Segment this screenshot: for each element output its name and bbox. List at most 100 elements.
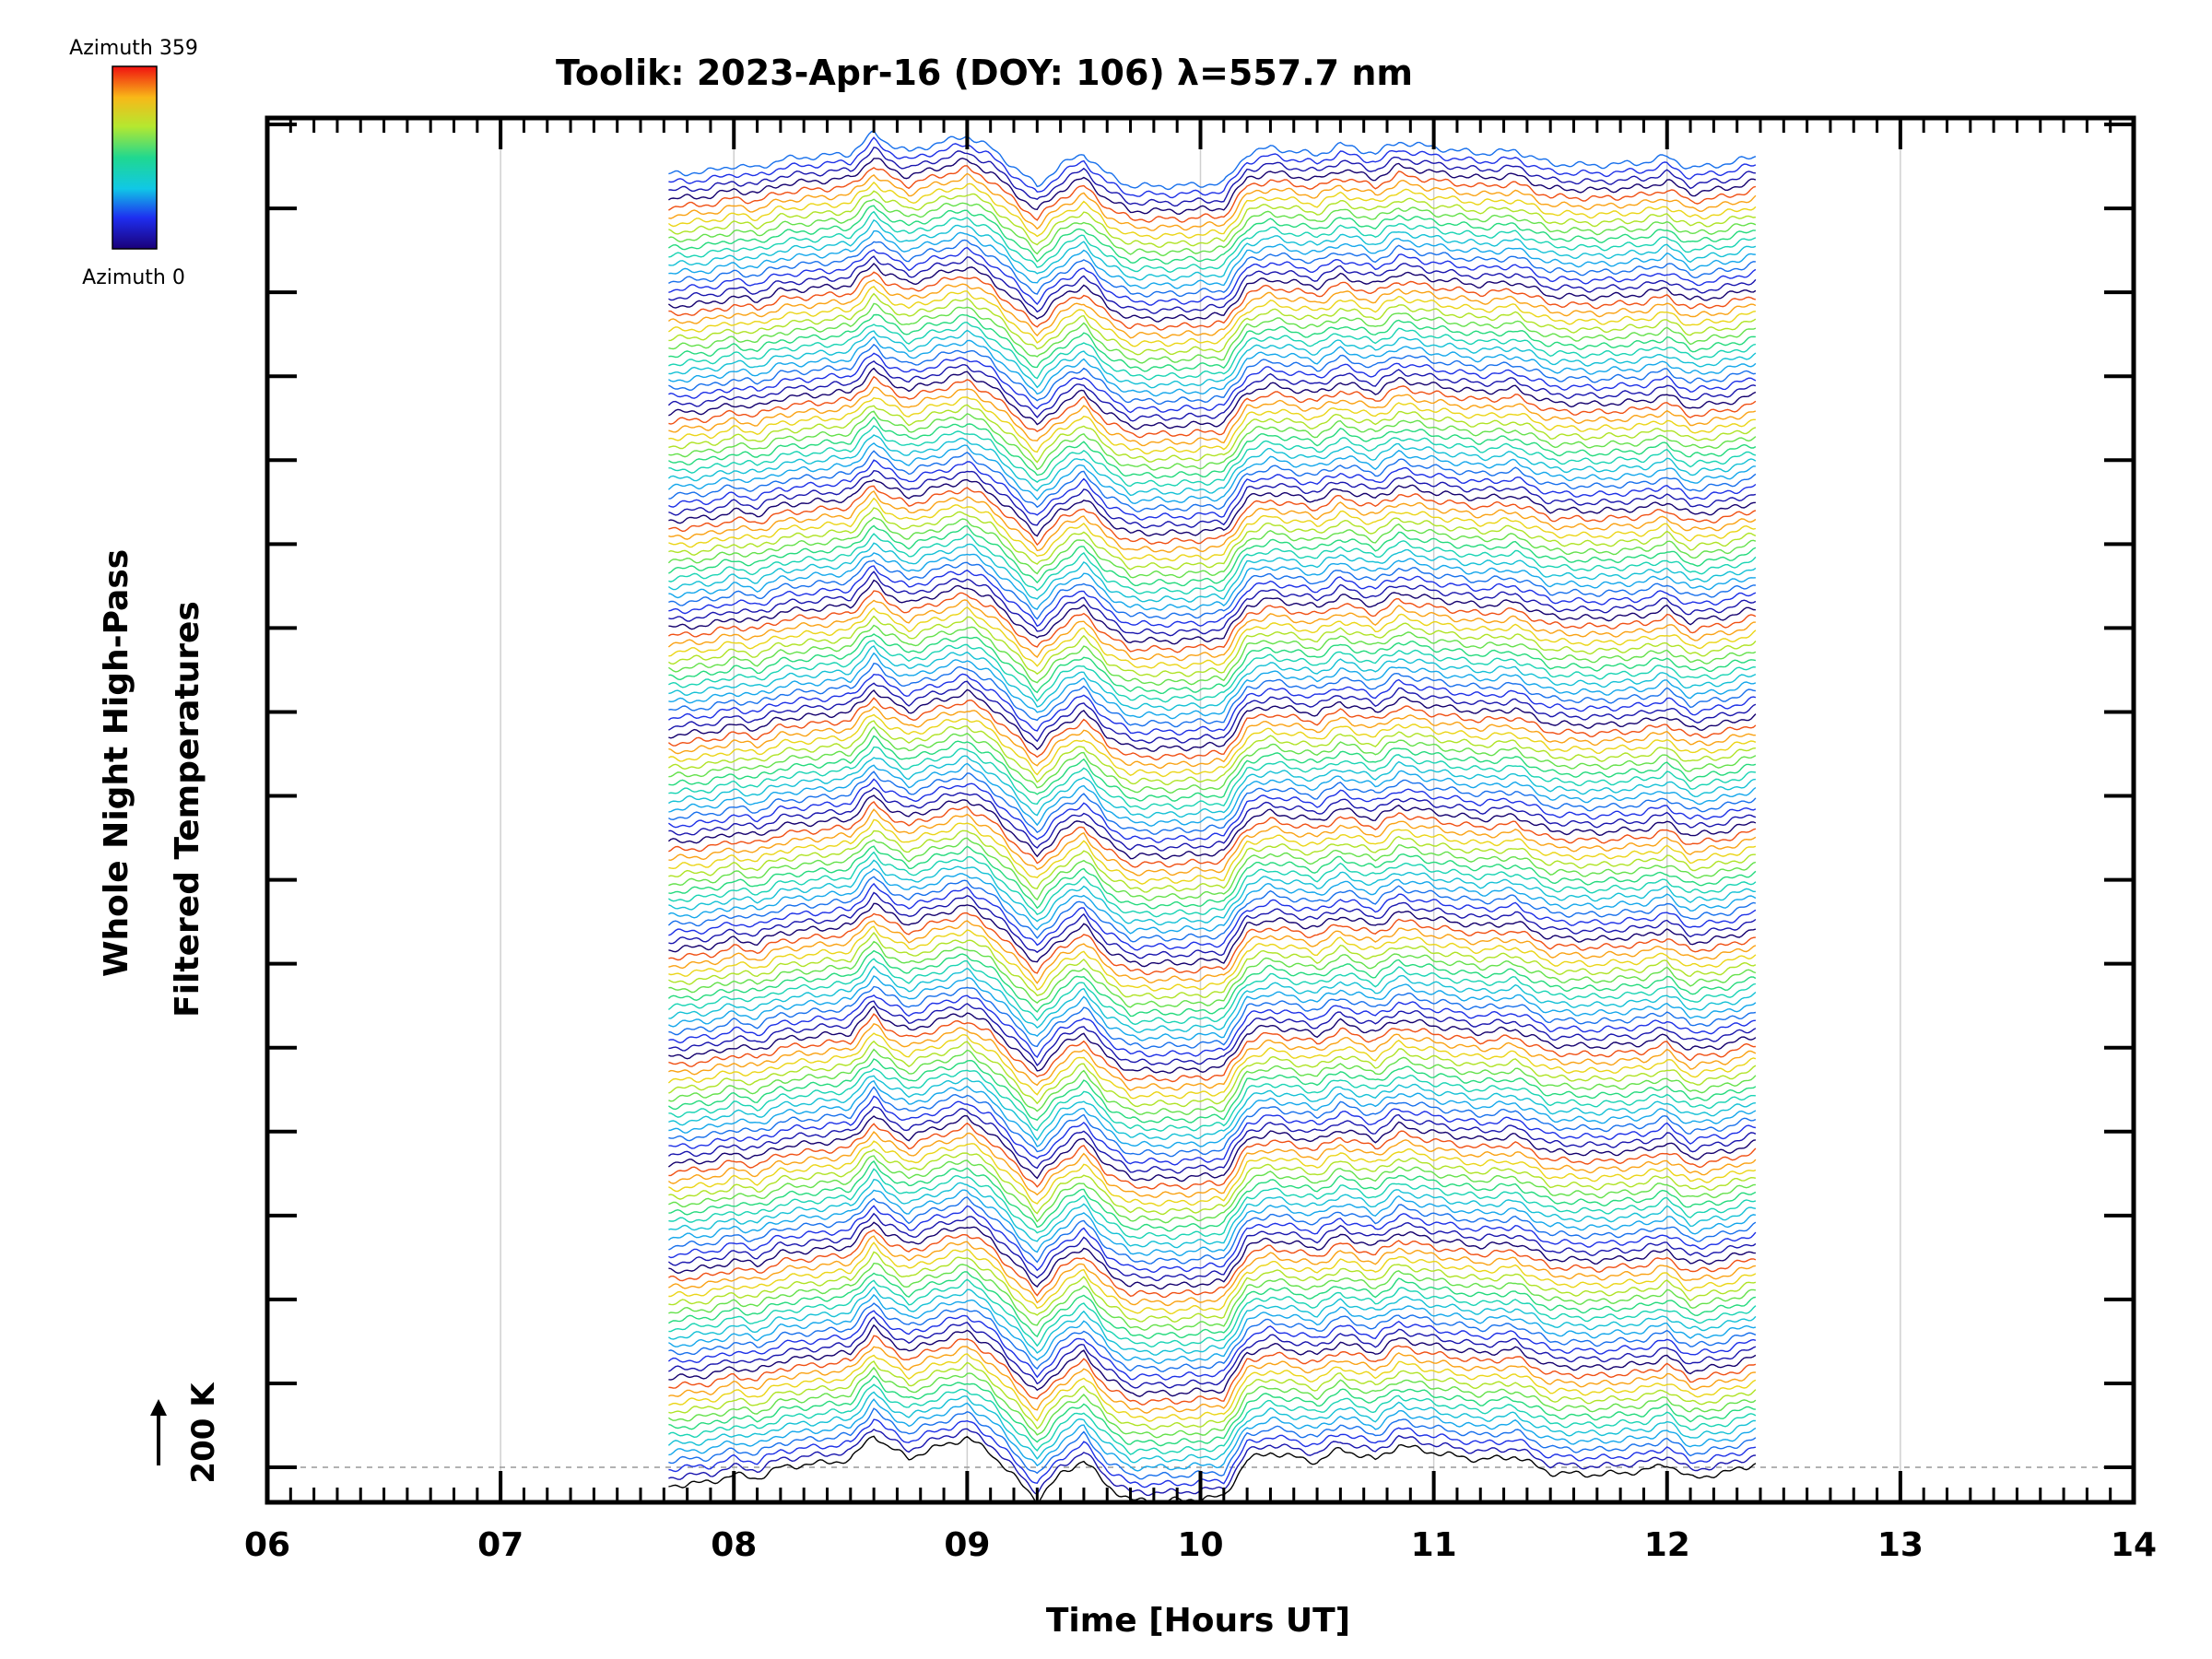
azimuth-series-line <box>668 533 1757 595</box>
azimuth-series-line <box>668 615 1757 677</box>
azimuth-series-line <box>668 425 1757 488</box>
azimuth-series-line <box>668 416 1757 479</box>
azimuth-series-line <box>667 434 1757 497</box>
azimuth-series-line <box>668 1000 1757 1066</box>
azimuth-series-line <box>668 1428 1756 1497</box>
azimuth-series-line <box>668 755 1756 818</box>
azimuth-series-line <box>668 1005 1757 1074</box>
y-axis-label-line1: Whole Night High-Pass <box>98 549 135 977</box>
azimuth-series-line <box>667 1391 1756 1464</box>
azimuth-series-line <box>668 1140 1757 1207</box>
azimuth-series-line <box>668 1067 1756 1132</box>
azimuth-series-line <box>668 404 1757 464</box>
scale-bar-label: 200 K <box>185 1382 222 1484</box>
azimuth-series-line <box>668 1221 1756 1290</box>
azimuth-series-line <box>668 1040 1757 1108</box>
azimuth-series-line <box>668 210 1757 274</box>
azimuth-series-line <box>668 1079 1757 1149</box>
x-tick-label: 14 <box>2111 1526 2157 1564</box>
azimuth-series-line <box>668 867 1757 935</box>
azimuth-series-line <box>668 313 1756 372</box>
azimuth-series-line <box>668 975 1757 1041</box>
scale-bar: 200 K <box>150 1382 222 1484</box>
azimuth-series-line <box>668 624 1757 687</box>
azimuth-series-line <box>668 335 1757 397</box>
azimuth-series-line <box>668 1302 1757 1372</box>
azimuth-series-line <box>668 542 1757 603</box>
x-tick-label: 12 <box>1644 1526 1690 1564</box>
azimuth-series-line <box>667 1189 1757 1257</box>
azimuth-series-line <box>668 640 1756 703</box>
azimuth-series-line <box>668 1148 1757 1216</box>
azimuth-series-line <box>668 497 1757 562</box>
azimuth-series-line <box>668 136 1757 199</box>
azimuth-series-line <box>668 469 1757 529</box>
azimuth-series-line <box>668 1383 1757 1455</box>
azimuth-series-line <box>668 302 1757 364</box>
series-group <box>667 130 1757 1502</box>
azimuth-series-line <box>668 1324 1757 1397</box>
azimuth-series-line <box>667 599 1756 662</box>
azimuth-series-line <box>668 837 1757 901</box>
azimuth-series-line <box>668 205 1756 265</box>
azimuth-series-line <box>668 229 1756 289</box>
azimuth-series-line <box>668 859 1756 926</box>
x-tick-label: 11 <box>1411 1526 1457 1564</box>
azimuth-series-line <box>668 1346 1756 1414</box>
azimuth-series-line <box>668 680 1757 744</box>
x-tick-label: 06 <box>244 1526 290 1564</box>
azimuth-series-line <box>668 218 1757 281</box>
azimuth-series-line <box>668 663 1757 728</box>
azimuth-series-line <box>668 1293 1757 1365</box>
azimuth-series-line <box>668 606 1757 670</box>
azimuth-series-line <box>668 1316 1757 1389</box>
azimuth-series-line <box>668 579 1756 645</box>
azimuth-series-line <box>668 925 1757 992</box>
azimuth-series-line <box>667 278 1757 339</box>
azimuth-series-line <box>668 1196 1757 1265</box>
colorbar-bottom-label: Azimuth 0 <box>82 266 185 289</box>
azimuth-series-line <box>668 524 1757 587</box>
azimuth-series-line <box>668 845 1757 910</box>
azimuth-series-line <box>668 410 1757 471</box>
azimuth-series-line <box>668 352 1757 414</box>
azimuth-series-line <box>668 747 1756 810</box>
azimuth-series-line <box>668 198 1757 257</box>
azimuth-series-line <box>668 1278 1757 1348</box>
azimuth-series-line <box>668 246 1757 306</box>
azimuth-series-line <box>668 940 1757 1008</box>
azimuth-series-line <box>668 1374 1757 1447</box>
azimuth-series-line <box>668 1271 1757 1339</box>
azimuth-series-line <box>667 958 1757 1026</box>
azimuth-series-line <box>668 1435 1757 1502</box>
azimuth-series-line <box>668 450 1757 512</box>
azimuth-series-line <box>668 165 1757 223</box>
azimuth-series-line <box>668 1058 1757 1124</box>
axis-ticks: 06 07 08 09 10 11 12 13 14 <box>244 118 2157 1564</box>
azimuth-series-line <box>668 1286 1757 1356</box>
azimuth-series-line <box>668 771 1757 835</box>
azimuth-series-line <box>668 673 1757 736</box>
azimuth-series-line <box>668 808 1757 877</box>
azimuth-series-line <box>668 965 1757 1033</box>
azimuth-series-line <box>667 697 1757 761</box>
azimuth-series-line <box>668 762 1757 827</box>
colorbar-gradient <box>112 65 158 250</box>
azimuth-series-line <box>668 1122 1757 1190</box>
azimuth-series-line <box>668 286 1756 347</box>
azimuth-series-line <box>667 442 1756 505</box>
azimuth-series-line <box>668 1168 1757 1241</box>
azimuth-series-line <box>668 147 1756 207</box>
azimuth-series-line <box>668 190 1756 248</box>
azimuth-series-line <box>668 386 1757 447</box>
x-axis-label: Time [Hours UT] <box>1046 1602 1350 1640</box>
azimuth-series-line <box>668 786 1757 852</box>
azimuth-series-line <box>668 1235 1757 1307</box>
azimuth-series-line <box>668 1241 1757 1315</box>
azimuth-series-line <box>668 912 1756 976</box>
azimuth-series-line <box>668 485 1757 547</box>
azimuth-series-line <box>668 1251 1757 1324</box>
azimuth-series-line <box>668 1366 1757 1439</box>
azimuth-series-line <box>668 172 1757 231</box>
